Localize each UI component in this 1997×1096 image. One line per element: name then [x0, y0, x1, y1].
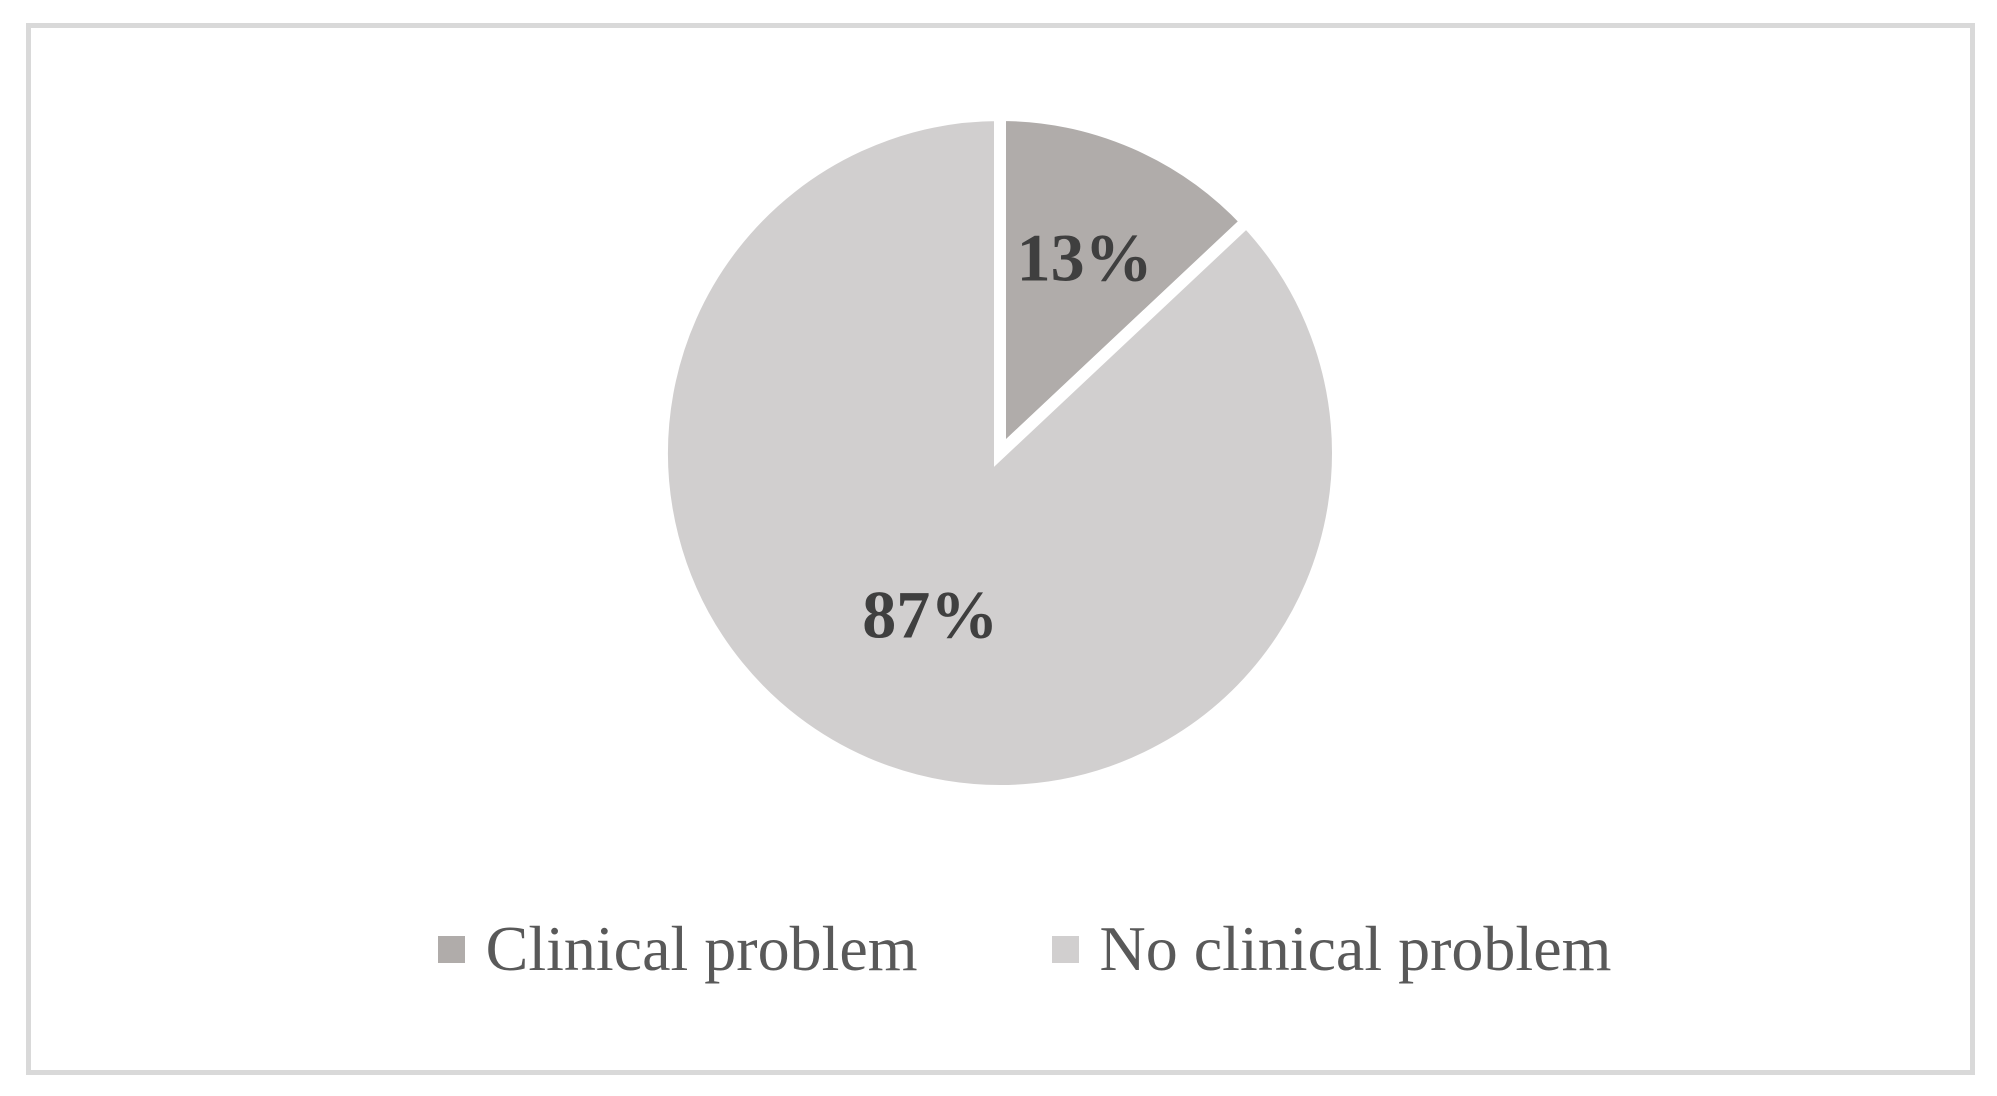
pie-data-label-no-clinical-problem: 87% [862, 576, 998, 652]
legend-swatch-no-clinical-problem [1051, 935, 1079, 963]
legend-item-no-clinical-problem: No clinical problem [1051, 912, 1612, 986]
legend-swatch-clinical-problem [437, 935, 465, 963]
legend-item-clinical-problem: Clinical problem [437, 912, 918, 986]
pie-slice-clinical-problem [994, 108, 1255, 467]
pie-slice-no-clinical-problem [656, 108, 1344, 797]
chart-legend: Clinical problem No clinical problem [26, 904, 1997, 994]
pie-data-label-clinical-problem: 13% [1017, 220, 1153, 296]
legend-label-no-clinical-problem: No clinical problem [1099, 913, 1612, 984]
legend-label-clinical-problem: Clinical problem [485, 913, 918, 984]
